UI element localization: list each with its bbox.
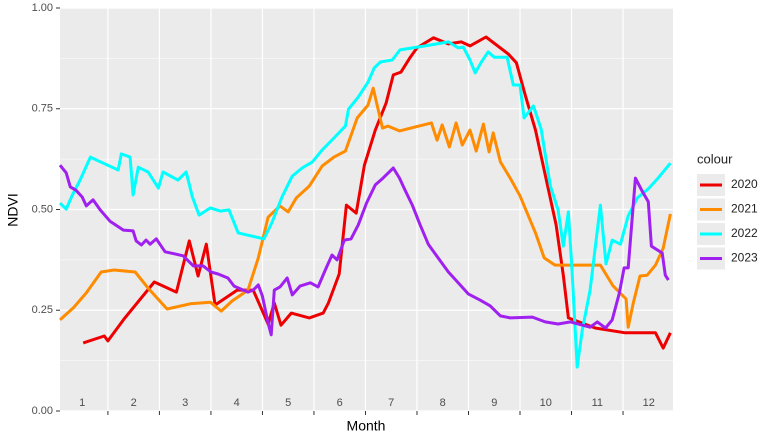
series-line (58, 164, 670, 337)
x-tick-label: 3 (182, 397, 188, 409)
legend-label: 2023 (731, 251, 758, 265)
x-tick-label: 10 (540, 397, 552, 409)
y-tick-label: 0.25 (32, 304, 53, 316)
x-tick-label: 6 (337, 397, 343, 409)
y-tick-label: 0.50 (32, 203, 53, 215)
y-axis-title: NDVI (5, 193, 21, 226)
x-tick-label: 4 (234, 397, 240, 409)
x-tick-label: 8 (440, 397, 446, 409)
y-tick-label: 0.00 (32, 405, 53, 417)
legend-title: colour (697, 151, 733, 166)
x-tick-label: 11 (592, 397, 603, 409)
x-tick-label: 7 (388, 397, 394, 409)
y-tick-label: 1.00 (32, 2, 53, 14)
legend-label: 2022 (731, 226, 758, 240)
legend-label: 2020 (731, 177, 758, 191)
x-tick-label: 5 (285, 397, 291, 409)
y-tick-label: 0.75 (32, 103, 53, 115)
x-axis-title: Month (347, 418, 386, 434)
x-tick-label: 2 (131, 397, 137, 409)
legend-label: 2021 (731, 202, 758, 216)
x-tick-label: 9 (491, 397, 497, 409)
series-line (58, 40, 672, 369)
x-tick-label: 12 (643, 397, 655, 409)
x-tick-label: 1 (79, 397, 85, 409)
